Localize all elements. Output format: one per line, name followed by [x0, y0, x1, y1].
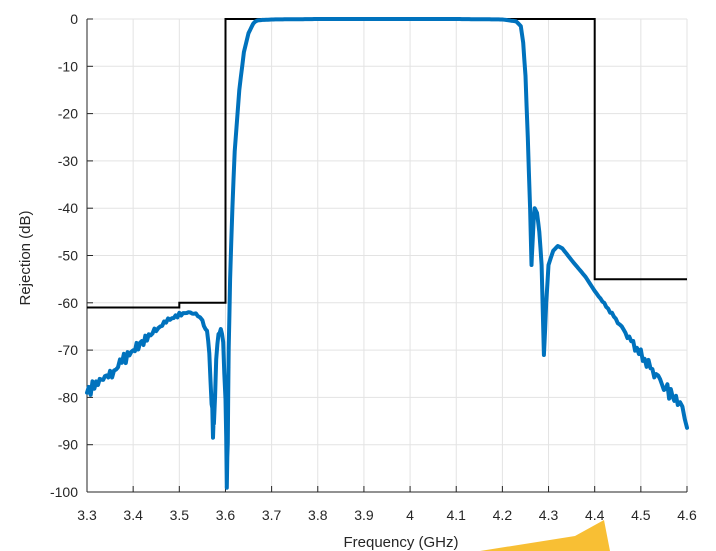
filter-response-line	[85, 17, 689, 490]
x-tick-label: 4.4	[585, 507, 605, 523]
y-tick-label: -90	[58, 437, 78, 453]
spec-mask-line	[87, 18, 687, 309]
x-tick-label: 4.3	[539, 507, 559, 523]
series-layer	[85, 17, 689, 490]
y-tick-label: -60	[58, 295, 78, 311]
y-tick-label: -70	[58, 342, 78, 358]
y-tick-label: -40	[58, 200, 78, 216]
y-tick-label: -20	[58, 106, 78, 122]
x-tick-label: 4.6	[677, 507, 697, 523]
x-tick-label: 3.6	[216, 507, 236, 523]
y-tick-label: 0	[70, 11, 78, 27]
x-tick-label: 4.5	[631, 507, 651, 523]
grid	[86, 18, 688, 493]
x-tick-labels: 3.3 3.4 3.5 3.6 3.7 3.8 3.9 4 4.1 4.2 4.3 4.4 4.5 4.6	[77, 507, 697, 523]
x-tick-label: 3.9	[354, 507, 374, 523]
y-axis-title: Rejection (dB)	[17, 210, 34, 305]
x-tick-label: 3.7	[262, 507, 282, 523]
y-tick-label: -50	[58, 248, 78, 264]
y-tick-label: -80	[58, 389, 78, 405]
x-tick-label: 4.1	[446, 507, 466, 523]
y-tick-label: -30	[58, 153, 78, 169]
x-tick-label: 3.8	[308, 507, 328, 523]
y-tick-label: -100	[50, 484, 78, 500]
x-axis-title: Frequency (GHz)	[343, 534, 458, 551]
x-tick-label: 3.4	[123, 507, 143, 523]
y-tick-labels: 0 -10 -20 -30 -40 -50 -60 -70 -80 -90 -100	[50, 11, 78, 500]
decorative-ribbon	[480, 520, 610, 551]
x-tick-label: 3.3	[77, 507, 97, 523]
x-tick-label: 4.2	[493, 507, 513, 523]
x-tick-label: 4	[406, 507, 414, 523]
x-tick-label: 3.5	[170, 507, 190, 523]
axes	[86, 18, 688, 493]
y-tick-label: -10	[58, 58, 78, 74]
